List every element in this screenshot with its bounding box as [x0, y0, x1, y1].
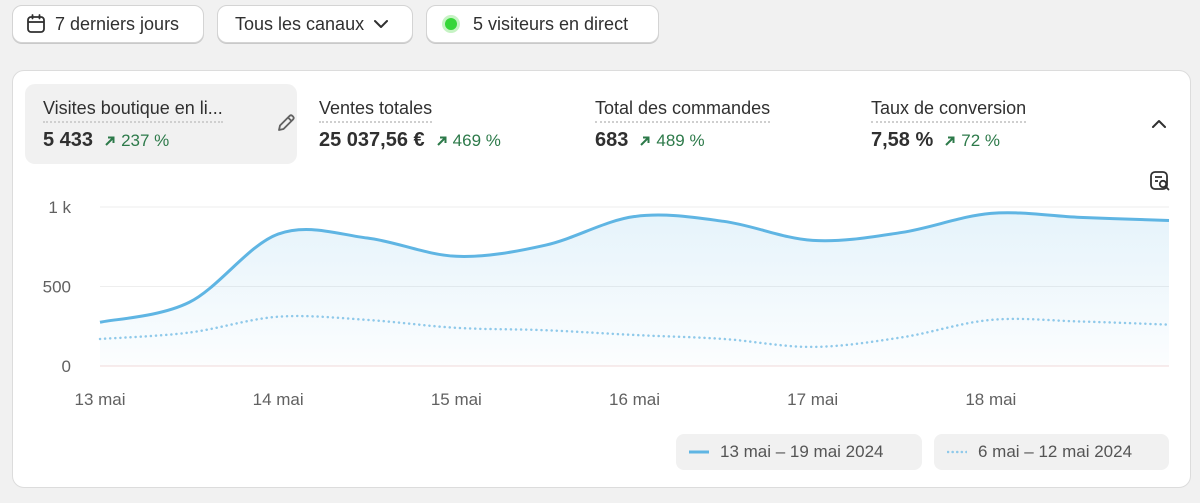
- legend-label: 13 mai – 19 mai 2024: [720, 442, 884, 461]
- date-range-label: 7 derniers jours: [55, 13, 180, 34]
- metric-change: 237 %: [121, 130, 170, 150]
- visits-line-chart: 0 500 1 k 13 mai 14 mai 15 mai 16 mai 17 mai 18 …: [43, 198, 1171, 409]
- metric-tab-orders[interactable]: Total des commandes 683 489 %: [577, 84, 849, 164]
- x-tick-label: 18 mai: [965, 390, 1016, 409]
- live-visitors-button[interactable]: 5 visiteurs en direct: [426, 5, 659, 43]
- pencil-icon[interactable]: [275, 112, 297, 134]
- trend-up-icon: [436, 136, 447, 146]
- chevron-down-icon: [374, 20, 389, 28]
- metric-change: 72 %: [961, 130, 1001, 150]
- channel-label: Tous les canaux: [235, 13, 365, 34]
- legend-previous-period[interactable]: 6 mai – 12 mai 2024: [934, 434, 1169, 470]
- metric-tab-sales[interactable]: Ventes totales 25 037,56 € 469 %: [301, 84, 573, 164]
- x-tick-label: 14 mai: [253, 390, 304, 409]
- legend-current-period[interactable]: 13 mai – 19 mai 2024: [676, 434, 922, 470]
- x-tick-label: 15 mai: [431, 390, 482, 409]
- solid-line-icon: [689, 450, 709, 454]
- trend-up-icon: [105, 136, 115, 146]
- metric-change: 489 %: [656, 130, 705, 150]
- metric-label: Visites boutique en li...: [43, 98, 223, 123]
- metric-label: Taux de conversion: [871, 98, 1027, 123]
- channel-select[interactable]: Tous les canaux: [217, 5, 413, 43]
- date-range-button[interactable]: 7 derniers jours: [12, 5, 204, 43]
- analytics-card: Visites boutique en li... 5 433 237 % Ve…: [12, 70, 1191, 488]
- live-visitors-label: 5 visiteurs en direct: [473, 13, 629, 34]
- series-line-current: [99, 211, 1170, 324]
- metric-value: 25 037,56 €: [319, 129, 425, 151]
- metric-value: 5 433: [43, 129, 94, 151]
- trend-up-icon: [640, 136, 650, 146]
- series-line-previous: [98, 314, 1171, 349]
- chevron-up-icon[interactable]: [1150, 115, 1168, 133]
- x-tick-label: 17 mai: [787, 390, 838, 409]
- x-tick-label: 16 mai: [609, 390, 660, 409]
- metric-tab-conversion[interactable]: Taux de conversion 7,58 % 72 %: [853, 84, 1125, 164]
- y-tick-label: 0: [62, 357, 71, 376]
- metric-value: 7,58 %: [871, 129, 934, 151]
- calendar-icon: [27, 14, 45, 33]
- series-area-current: [100, 212, 1169, 366]
- dotted-line-icon: [947, 450, 967, 454]
- metric-label: Total des commandes: [595, 98, 771, 123]
- legend-label: 6 mai – 12 mai 2024: [978, 442, 1133, 461]
- x-tick-label: 13 mai: [74, 390, 125, 409]
- metric-label: Ventes totales: [319, 98, 433, 123]
- chart-search-icon[interactable]: [1149, 170, 1171, 192]
- y-tick-label: 500: [43, 278, 71, 297]
- trend-up-icon: [945, 136, 955, 146]
- metric-tab-visits[interactable]: Visites boutique en li... 5 433 237 %: [25, 84, 297, 164]
- y-tick-label: 1 k: [48, 198, 71, 217]
- live-indicator-icon: [445, 18, 457, 30]
- metric-change: 469 %: [452, 130, 501, 150]
- metric-value: 683: [595, 129, 629, 151]
